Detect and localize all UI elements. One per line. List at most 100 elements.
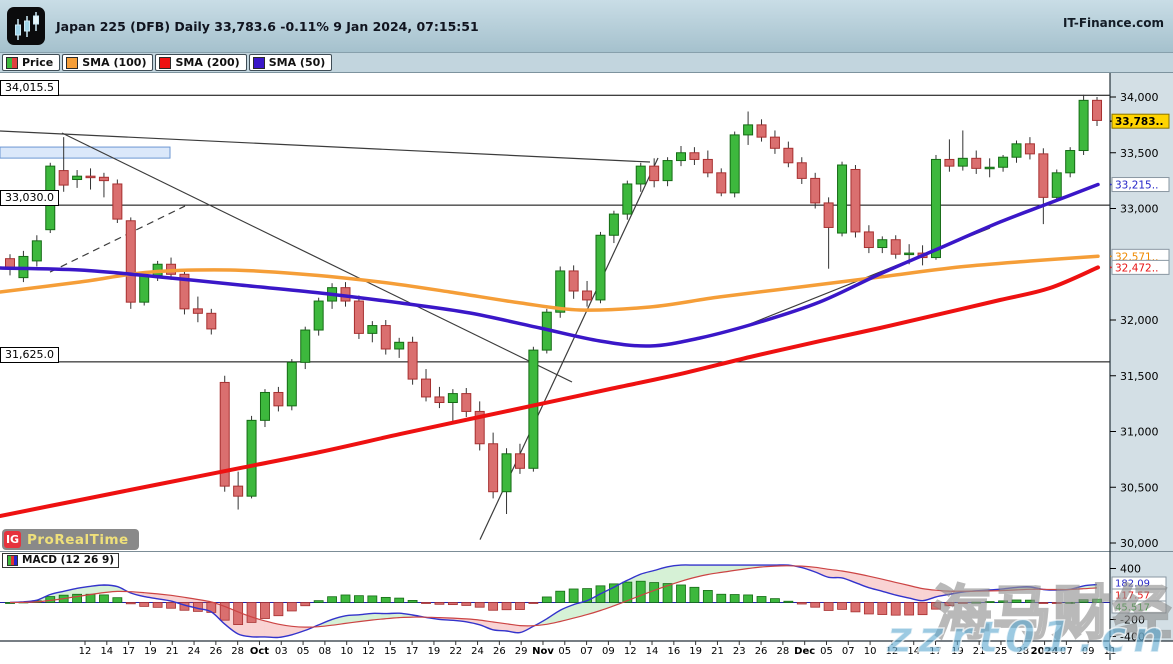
- time-tick-label: 28: [231, 646, 244, 657]
- time-tick-label: 11: [1104, 646, 1117, 657]
- time-tick-label: 22: [449, 646, 462, 657]
- time-tick-label: Oct: [250, 646, 269, 657]
- time-tick-label: 28: [777, 646, 790, 657]
- price-tick-label: 33,500: [1120, 147, 1159, 160]
- time-tick-label: 14: [907, 646, 920, 657]
- sma50-line[interactable]: [0, 182, 1100, 348]
- time-tick-label: 19: [428, 646, 441, 657]
- price-tick-label: 33,000: [1120, 203, 1159, 216]
- sma200-color-chip: [159, 56, 172, 69]
- time-tick-label: Nov: [532, 646, 554, 657]
- time-tick-label: 19: [951, 646, 964, 657]
- macd-tick-label: -400: [1120, 631, 1145, 644]
- trend-line[interactable]: [61, 132, 573, 383]
- time-tick-label: 23: [733, 646, 746, 657]
- time-tick-label: 12: [624, 646, 637, 657]
- time-tick-label: 17: [929, 646, 942, 657]
- candlestick-icon-glyph: [15, 12, 39, 40]
- time-tick-label: 24: [188, 646, 201, 657]
- chart-canvas[interactable]: 34,000 33,500 33,000 32,000 31,500 31,000 30,5…: [0, 73, 1173, 660]
- time-tick-label: 17: [406, 646, 419, 657]
- time-tick-label: 29: [515, 646, 528, 657]
- price-tick-label: 34,000: [1120, 91, 1159, 104]
- price-tick-label: 30,500: [1120, 481, 1159, 494]
- time-tick-label: 28: [1016, 646, 1029, 657]
- time-tick-label: 24: [471, 646, 484, 657]
- price-value-box: [1111, 177, 1170, 193]
- instrument-title: Japan 225 (DFB) Daily 33,783.6 -0.11% 9 …: [56, 18, 479, 34]
- price-value-box: [1111, 259, 1170, 275]
- time-tick-label: 05: [297, 646, 310, 657]
- macd-value-text: 182.09: [1115, 579, 1150, 590]
- time-axis[interactable]: 12 14 17 19 21 24 26 28 Oct 03 05 08 10 12 15 17 19 22 24 2…: [79, 641, 1117, 657]
- ig-logo: IG: [4, 531, 21, 548]
- legend-item-sma50[interactable]: SMA (50): [248, 54, 333, 71]
- macd-tick-label: -200: [1120, 614, 1145, 627]
- macd-indicator-label[interactable]: MACD (12 26 9): [2, 553, 120, 568]
- time-tick-label: 21: [711, 646, 724, 657]
- trend-line[interactable]: [49, 205, 186, 273]
- time-tick-label: 19: [144, 646, 157, 657]
- time-tick-label: 09: [1082, 646, 1095, 657]
- macd-legend-chip: [7, 555, 18, 566]
- macd-signal-line[interactable]: [9, 565, 1098, 628]
- trend-line[interactable]: [0, 130, 651, 163]
- legend-item-label: SMA (100): [82, 56, 147, 69]
- time-tick-label: 14: [646, 646, 659, 657]
- time-tick-label: 12: [362, 646, 375, 657]
- price-axis[interactable]: 34,000 33,500 33,000 32,000 31,500 31,000 30,5…: [1110, 91, 1170, 550]
- legend-item-sma200[interactable]: SMA (200): [155, 54, 247, 71]
- time-tick-label: 26: [493, 646, 506, 657]
- price-tick-label: 31,000: [1120, 426, 1159, 439]
- price-color-chip: [6, 56, 18, 69]
- sma200-line[interactable]: [0, 265, 1100, 518]
- price-tick-label: 30,000: [1120, 537, 1159, 550]
- level-label-31625: 31,625.0: [0, 346, 59, 363]
- time-tick-label: 21: [973, 646, 986, 657]
- price-value-box: [1111, 113, 1170, 129]
- time-tick-label: 07: [1060, 646, 1073, 657]
- time-tick-label: 12: [886, 646, 899, 657]
- time-tick-label: 14: [100, 646, 113, 657]
- time-tick-label: 16: [667, 646, 680, 657]
- time-tick-label: 07: [580, 646, 593, 657]
- time-tick-label: 10: [864, 646, 877, 657]
- macd-value-text: 117.57: [1115, 591, 1150, 602]
- candlestick-app-icon: [7, 7, 45, 45]
- price-tick-label: 32,000: [1120, 314, 1159, 327]
- time-tick-label: 03: [275, 646, 288, 657]
- macd-value-text: 45.517: [1115, 603, 1150, 614]
- highlight-zone[interactable]: [0, 146, 171, 159]
- time-tick-label: 26: [209, 646, 222, 657]
- sma100-line[interactable]: [0, 254, 1100, 312]
- sma100-color-chip: [66, 56, 79, 69]
- prorealtime-logo: IG ProRealTime: [2, 529, 139, 550]
- time-tick-label: 25: [995, 646, 1008, 657]
- time-tick-label: 15: [384, 646, 397, 657]
- macd-label-text: MACD (12 26 9): [22, 554, 115, 566]
- price-tick-label: 31,500: [1120, 370, 1159, 383]
- legend-item-label: Price: [22, 56, 54, 69]
- sma50-color-chip: [252, 56, 265, 69]
- time-tick-label: Dec: [794, 646, 815, 657]
- time-tick-label: 07: [842, 646, 855, 657]
- time-tick-label: 17: [122, 646, 135, 657]
- time-tick-label: 10: [340, 646, 353, 657]
- prorealtime-logo-text: ProRealTime: [27, 531, 129, 548]
- macd-line[interactable]: [9, 564, 1098, 639]
- time-tick-label: 05: [820, 646, 833, 657]
- time-tick-label: 19: [689, 646, 702, 657]
- legend-item-label: SMA (50): [268, 56, 326, 69]
- legend-item-label: SMA (200): [175, 56, 240, 69]
- time-tick-label: 08: [319, 646, 332, 657]
- macd-tick-label: 400: [1120, 563, 1141, 576]
- provider-brand: IT-Finance.com: [1062, 16, 1164, 30]
- level-label-33030: 33,030.0: [0, 190, 59, 207]
- time-tick-label: 05: [558, 646, 571, 657]
- legend-item-sma100[interactable]: SMA (100): [62, 54, 154, 71]
- price-value-text: 33,783..: [1115, 116, 1164, 128]
- legend-item-price[interactable]: Price: [2, 54, 61, 71]
- time-tick-label: 12: [79, 646, 92, 657]
- title-bar: Japan 225 (DFB) Daily 33,783.6 -0.11% 9 …: [0, 0, 1173, 53]
